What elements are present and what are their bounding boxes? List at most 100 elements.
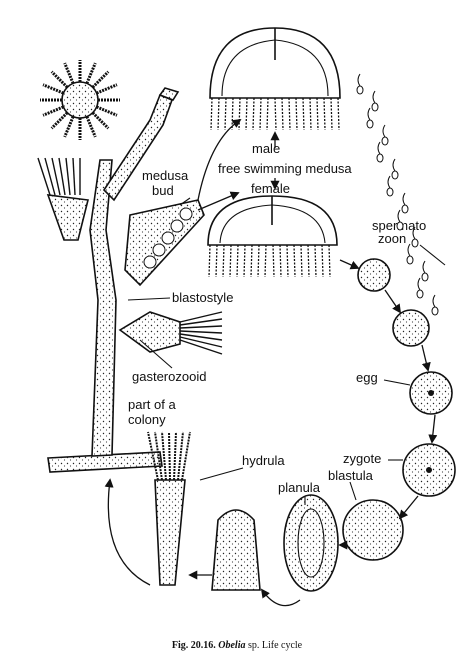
spermatozoon: [406, 255, 414, 265]
caption-genus: Obelia: [218, 640, 245, 651]
tentacle: [229, 244, 232, 278]
label: gasterozooid: [132, 369, 206, 384]
tentacle: [274, 97, 277, 131]
tentacle: [91, 111, 110, 130]
label: bud: [152, 183, 174, 198]
medusa-bud: [161, 231, 175, 245]
label: female: [251, 181, 290, 196]
gasterozooid-body: [118, 311, 181, 353]
hydrula-polyp: [154, 479, 186, 586]
tentacle: [238, 97, 241, 131]
spermatozoon: [376, 153, 384, 163]
medusa-bud: [170, 219, 184, 233]
label: colony: [128, 412, 166, 427]
tentacle: [222, 244, 225, 278]
pointer: [383, 379, 411, 386]
tentacle: [63, 116, 75, 138]
arrow: [260, 588, 301, 607]
tentacle: [42, 83, 64, 95]
tentacle: [330, 97, 333, 131]
tentacle: [179, 333, 223, 341]
tentacle: [72, 157, 76, 196]
tentacle: [236, 244, 239, 278]
pointer: [179, 197, 191, 206]
spermatozoon: [366, 119, 374, 129]
label: male: [252, 141, 280, 156]
sperm-cell: [357, 258, 391, 292]
tentacle: [177, 431, 184, 481]
tentacle: [161, 431, 167, 481]
caption: Fig. 20.16. Obelia sp. Life cycle: [172, 640, 303, 651]
sperm-tail: [377, 141, 381, 155]
tentacle: [302, 97, 305, 131]
tentacle: [179, 318, 223, 326]
tentacle: [179, 325, 223, 329]
tentacle: [231, 97, 234, 131]
sperm-tail: [372, 90, 376, 104]
tentacle: [309, 97, 312, 131]
tentacle: [217, 97, 220, 131]
spermatozoon: [391, 170, 399, 180]
spermatozoon: [431, 306, 439, 316]
arrow: [104, 478, 151, 586]
pointer: [349, 481, 357, 501]
sperm-tail: [382, 124, 386, 138]
label: part of a: [128, 397, 176, 412]
female-medusa: [207, 195, 338, 246]
bud-tip: [158, 87, 180, 101]
tentacle: [321, 244, 324, 278]
arrow: [384, 289, 402, 314]
label: hydrula: [242, 453, 285, 468]
pointer: [199, 467, 244, 481]
tentacle: [328, 244, 331, 278]
tentacle: [279, 244, 282, 278]
tentacle: [288, 97, 291, 131]
arrow: [339, 259, 360, 270]
tentacle: [63, 62, 75, 84]
tentacle: [91, 70, 110, 89]
tentacle: [323, 97, 326, 131]
label: zygote: [343, 451, 381, 466]
tentacle: [173, 431, 177, 481]
tentacle: [224, 97, 227, 131]
medusa-bud: [179, 207, 193, 221]
tentacle: [215, 244, 218, 278]
sperm-tail: [417, 277, 421, 291]
caption-figure: Fig. 20.16.: [172, 640, 216, 651]
nucleus: [426, 467, 432, 473]
medusa-bud: [152, 243, 166, 257]
spermatozoon: [401, 204, 409, 214]
tentacle: [96, 83, 118, 95]
colony: [46, 81, 205, 473]
blastula-cell: [342, 499, 404, 561]
spermatozoon: [356, 85, 364, 95]
sperm-tail: [357, 73, 361, 87]
sperm-tail: [397, 209, 401, 223]
tentacle: [281, 97, 284, 131]
label: zoon: [378, 231, 406, 246]
tentacle: [179, 311, 223, 323]
tentacle: [210, 97, 213, 131]
sperm-tail: [432, 294, 436, 308]
sperm-tail: [367, 107, 371, 121]
tentacle: [257, 244, 260, 278]
nucleus: [428, 390, 434, 396]
tentacle: [50, 70, 69, 89]
tentacle: [293, 244, 296, 278]
tentacle: [316, 97, 319, 131]
caption-rest: sp. Life cycle: [248, 640, 303, 651]
tentacle: [168, 431, 171, 481]
arrow: [197, 118, 242, 201]
tentacle: [259, 97, 262, 131]
tentacle: [181, 431, 191, 481]
tentacle: [307, 244, 310, 278]
tentacle: [250, 244, 253, 278]
label: free swimming medusa: [218, 161, 352, 176]
tentacle: [300, 244, 303, 278]
planula-core: [297, 508, 325, 578]
tentacle: [50, 111, 69, 130]
tentacle: [337, 97, 340, 131]
tentacle: [295, 97, 298, 131]
label: egg: [356, 370, 378, 385]
tentacle: [252, 97, 255, 131]
